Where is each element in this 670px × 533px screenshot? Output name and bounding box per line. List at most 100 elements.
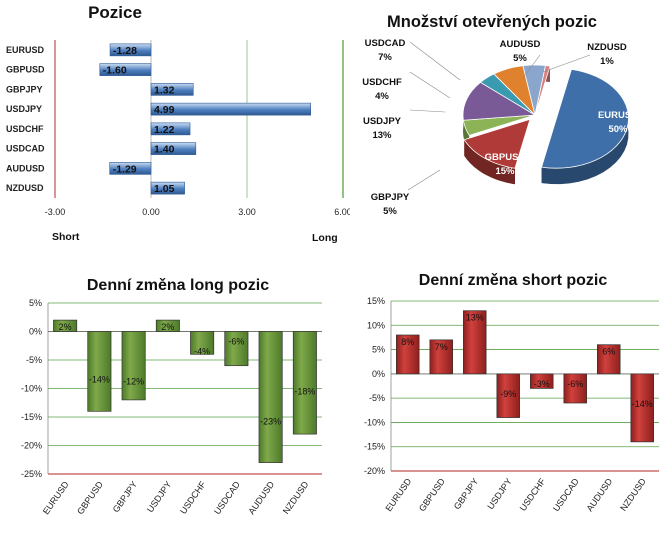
category-label-usdchf: USDCHF	[6, 124, 44, 134]
slice-pct-gbpusd: 15%	[495, 166, 515, 177]
value-label-usdchf: -4%	[194, 347, 210, 357]
bar-eurusd	[53, 319, 78, 332]
value-label-gbpjpy: 13%	[466, 313, 484, 323]
category-label-gbpjpy: GBPJPY	[452, 476, 481, 511]
y-tick-label: 10%	[367, 320, 385, 330]
y-tick-label: -5%	[26, 355, 42, 365]
category-label-nzdusd: NZDUSD	[618, 476, 648, 513]
bar-audusd	[258, 331, 283, 463]
bar-nzdusd	[630, 373, 654, 443]
slice-label-gbpusd: GBPUSD	[485, 152, 526, 163]
category-label-gbpjpy: GBPJPY	[111, 479, 140, 514]
leader-line-3	[409, 41, 461, 81]
category-label-usdchf: USDCHF	[518, 476, 548, 513]
slice-label-nzdusd: NZDUSD	[587, 42, 627, 53]
x-tick-label: 6.00	[334, 207, 350, 217]
category-label-eurusd: EURUSD	[41, 479, 71, 516]
long-label: Long	[312, 232, 338, 244]
category-label-audusd: AUDUSD	[246, 479, 276, 516]
slice-pct-nzdusd: 1%	[600, 56, 614, 67]
category-label-usdcad: USDCAD	[212, 479, 242, 516]
y-tick-label: -25%	[21, 469, 42, 479]
y-tick-label: -15%	[364, 442, 385, 452]
bar-gbpjpy	[463, 310, 487, 375]
value-label-eurusd: 8%	[401, 337, 414, 347]
value-label-usdjpy: -9%	[500, 389, 516, 399]
bar-usdjpy	[155, 319, 180, 332]
bar-gbpusd	[99, 63, 152, 76]
slice-pct-usdchf: 4%	[375, 91, 389, 102]
value-label-usdcad: 1.40	[154, 144, 175, 156]
bar-usdcad	[150, 142, 197, 155]
y-tick-label: -10%	[364, 417, 385, 427]
pie-slice-nzdusd	[534, 65, 551, 116]
value-label-usdcad: -6%	[567, 379, 583, 389]
open-positions-pie-chart: Množství otevřených pozic EURUSD 50% GBPUSD…	[362, 13, 638, 217]
value-label-audusd: 6%	[602, 347, 615, 357]
short-change-chart-panel: Denní změna short pozic 15% 10% 5% 0% -5% -10%…	[335, 265, 670, 528]
value-label-usdcad: -6%	[228, 337, 244, 347]
leader-line-0	[409, 71, 451, 99]
x-tick-label: 0.00	[142, 207, 160, 217]
long-change-chart-panel: Denní změna long pozic 5% 0% -5% -10% -15% -20…	[0, 265, 335, 528]
leader-line-2	[407, 169, 441, 191]
y-tick-label: 0%	[29, 327, 42, 337]
y-tick-label: 5%	[372, 345, 385, 355]
value-label-usdjpy: 2%	[161, 322, 174, 332]
chart-title: Množství otevřených pozic	[387, 13, 597, 31]
bar-usdcad	[563, 373, 587, 404]
category-label-usdjpy: USDJPY	[6, 104, 42, 114]
open-positions-pie-panel: Množství otevřených pozic EURUSD 50% GBPUSD…	[350, 0, 670, 260]
chart-title: Denní změna short pozic	[419, 272, 608, 289]
bar-eurusd	[109, 43, 152, 57]
value-label-usdchf: 1.22	[154, 124, 175, 136]
category-label-usdjpy: USDJPY	[145, 479, 174, 514]
category-label-usdcad: USDCAD	[6, 144, 45, 154]
category-label-usdjpy: USDJPY	[485, 476, 514, 511]
value-label-eurusd: -1.28	[113, 45, 137, 57]
y-tick-label: 0%	[372, 369, 385, 379]
value-label-usdjpy: 4.99	[154, 104, 175, 116]
value-label-nzdusd: -18%	[294, 387, 315, 397]
slice-pct-audusd: 5%	[513, 53, 527, 64]
slice-label-usdchf: USDCHF	[362, 77, 402, 88]
x-tick-label: -3.00	[45, 207, 66, 217]
category-label-audusd: AUDUSD	[6, 163, 45, 173]
value-label-gbpusd: -14%	[89, 375, 110, 385]
slice-pct-gbpjpy: 5%	[383, 206, 397, 217]
category-label-nzdusd: NZDUSD	[281, 479, 311, 516]
bar-gbpjpy	[150, 83, 194, 96]
category-label-gbpjpy: GBPJPY	[6, 84, 43, 94]
y-tick-label: -15%	[21, 412, 42, 422]
positions-bar-chart: Pozice EURUSD -1.28 GBPUSD -1.60 GBPJPY 1.32 US…	[6, 3, 352, 244]
pie-slice-eurusd	[541, 68, 629, 169]
bar-nzdusd	[292, 331, 317, 435]
value-label-gbpusd: 7%	[435, 342, 448, 352]
bar-usdcad	[224, 331, 249, 367]
value-label-eurusd: 2%	[59, 322, 72, 332]
bar-gbpusd	[429, 339, 453, 375]
value-label-usdchf: -3%	[534, 379, 550, 389]
bar-usdjpy	[496, 373, 520, 418]
category-label-eurusd: EURUSD	[6, 45, 45, 55]
long-change-bar-chart: Denní změna long pozic 5% 0% -5% -10% -15% -20…	[21, 277, 322, 516]
value-label-gbpjpy: -12%	[123, 377, 144, 387]
y-tick-label: -20%	[21, 441, 42, 451]
value-label-gbpjpy: 1.32	[154, 84, 175, 96]
pie-side-gbpusd	[464, 139, 515, 185]
bar-usdchf	[190, 331, 215, 355]
bar-audusd	[597, 344, 621, 375]
x-tick-label: 3.00	[238, 207, 256, 217]
category-label-audusd: AUDUSD	[584, 476, 614, 513]
slice-label-audusd: AUDUSD	[500, 39, 541, 50]
short-label: Short	[52, 231, 80, 243]
pie-slice-gbpusd	[463, 118, 531, 169]
leader-line-1	[409, 109, 446, 113]
bar-nzdusd	[150, 181, 185, 195]
y-tick-label: -20%	[364, 466, 385, 476]
value-label-audusd: -23%	[260, 417, 281, 427]
slice-label-gbpjpy: GBPJPY	[371, 192, 410, 203]
chart-title: Denní změna long pozic	[87, 277, 269, 294]
leader-line-4	[522, 54, 541, 79]
category-label-nzdusd: NZDUSD	[6, 183, 44, 193]
